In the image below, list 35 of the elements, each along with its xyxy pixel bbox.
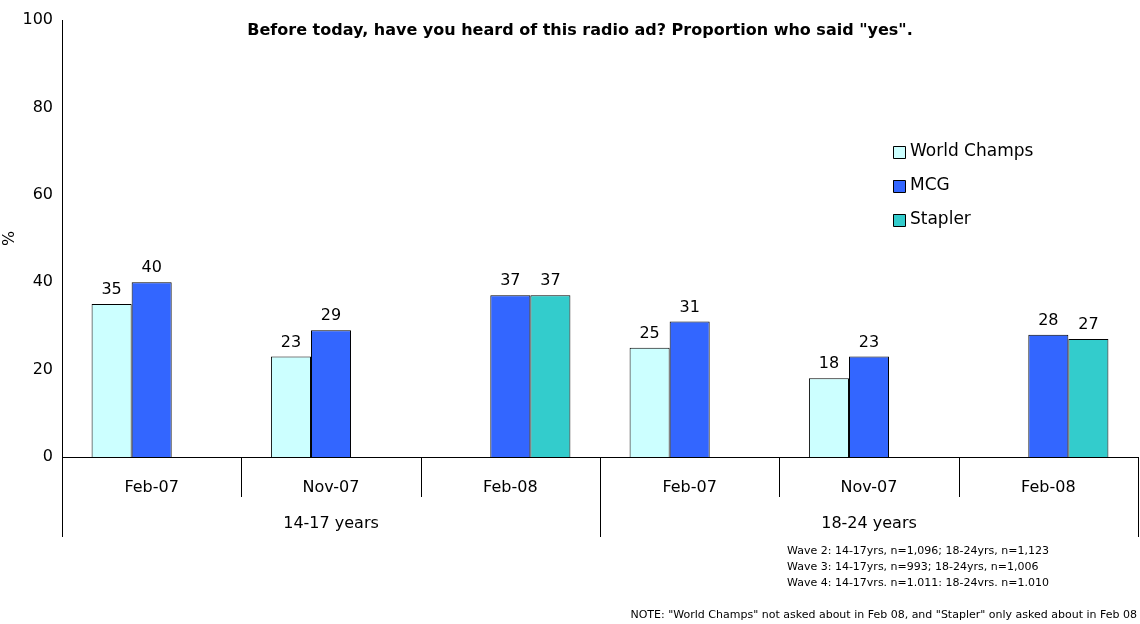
legend-label: MCG <box>910 174 950 195</box>
text: Wave 3: 14-17yrs, n=993; 18-24yrs, n=1,006 <box>787 559 1039 573</box>
data-label: 31 <box>679 296 700 316</box>
legend-label: Stapler <box>910 208 971 229</box>
data-label: 27 <box>1078 314 1099 334</box>
y-tick-label: 60 <box>32 183 53 203</box>
data-label: 35 <box>101 279 122 299</box>
x-tick-label: Nov-07 <box>840 477 898 497</box>
y-tick-label: 40 <box>32 271 53 291</box>
text: Wave 4: 14-17vrs. n=1.011: 18-24vrs. n=1.010 <box>787 575 1049 589</box>
data-label: 37 <box>540 270 561 290</box>
x-tick-label: Feb-08 <box>1021 477 1076 497</box>
data-label: 29 <box>320 305 342 325</box>
data-label: 18 <box>818 353 840 373</box>
text: Wave 2: 14-17yrs, n=1,096; 18-24yrs, n=1,123 <box>787 543 1049 557</box>
data-label: 25 <box>639 322 660 342</box>
text: NOTE: "World Champs" not asked about in Feb 08, and "Stapler" only asked about in Feb 08 <box>630 607 1137 621</box>
data-label: 28 <box>1038 309 1059 329</box>
y-tick-label: 80 <box>32 96 53 116</box>
x-tick-label: Feb-08 <box>483 477 538 497</box>
text: 18-24 years <box>821 513 917 533</box>
text: 14-17 years <box>283 513 379 533</box>
legend-label: World Champs <box>910 140 1034 161</box>
x-tick-label: Feb-07 <box>124 477 179 497</box>
x-tick-label: Nov-07 <box>302 477 360 497</box>
y-tick-label: 0 <box>42 446 53 466</box>
y-tick-label: 100 <box>22 9 53 29</box>
data-label: 37 <box>500 270 521 290</box>
y-tick-label: 20 <box>32 358 53 378</box>
data-label: 23 <box>858 331 880 351</box>
y-axis-title: % <box>0 230 18 247</box>
data-label: 40 <box>141 257 162 277</box>
data-label: 23 <box>280 331 302 351</box>
chart-title: Before today, have you heard of this radio ad? Proportion who said "yes". <box>247 20 913 40</box>
x-tick-label: Feb-07 <box>662 477 717 497</box>
